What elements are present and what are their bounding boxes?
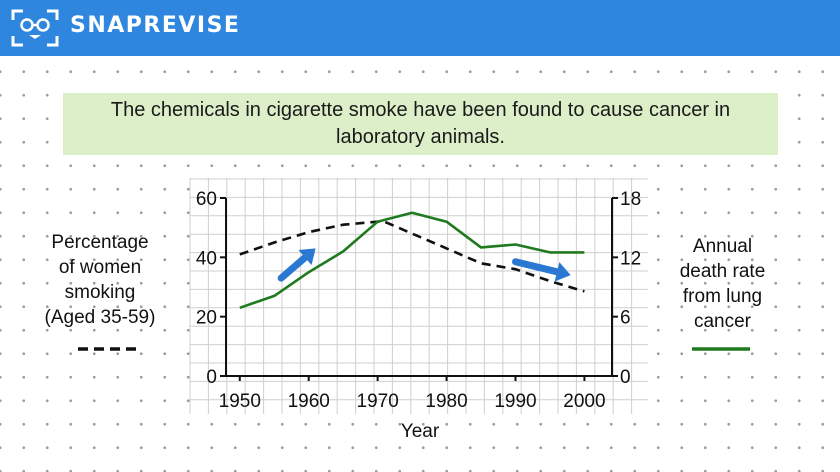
header-bar: SNAPREVISE [0, 0, 840, 56]
dashed-line-key [78, 347, 138, 351]
right-y-tick-label: 18 [620, 189, 641, 210]
x-tick-label: 2000 [563, 391, 605, 412]
brand-name[interactable]: SNAPREVISE [70, 13, 241, 38]
chart-series [239, 211, 585, 310]
trend-arrows [277, 248, 571, 282]
banner-text: The chemicals in cigarette smoke have be… [110, 99, 731, 148]
left-label-line: of women [58, 257, 142, 278]
trend-arrow-shaft [277, 254, 309, 282]
right-label-line: from lung [682, 286, 763, 307]
glasses-face-icon [11, 9, 59, 47]
women-smoking-line [239, 220, 585, 293]
lung-cancer-death-rate-line [239, 211, 585, 310]
x-tick-label: 1960 [288, 391, 330, 412]
left-y-tick-label: 60 [196, 189, 217, 210]
caption-banner: The chemicals in cigarette smoke have be… [63, 93, 778, 155]
left-label-line: Percentage [51, 232, 149, 253]
trend-arrow-head [554, 262, 571, 282]
tick-labels: 0 20 40 60 0 6 12 18 1950 1960 1970 1980 1990 2000 [196, 189, 641, 412]
right-series-label: Annual death rate from lung cancer [660, 234, 785, 334]
chart-background [190, 178, 648, 414]
right-y-tick-label: 12 [620, 248, 641, 269]
right-label-line: cancer [693, 311, 752, 332]
chart-axes [220, 197, 618, 381]
right-label-line: death rate [679, 261, 766, 282]
x-tick-label: 1990 [494, 391, 536, 412]
right-y-tick-label: 0 [620, 367, 631, 388]
trend-arrow-shaft [512, 258, 561, 276]
trend-arrow-head [298, 248, 316, 266]
left-label-line: smoking [64, 282, 136, 303]
x-tick-label: 1970 [357, 391, 399, 412]
left-y-tick-label: 40 [196, 248, 217, 269]
x-axis-label: Year [401, 421, 440, 442]
left-series-label: Percentage of women smoking (Aged 35-59) [25, 230, 175, 330]
left-label-line: (Aged 35-59) [44, 307, 156, 328]
left-y-tick-label: 0 [206, 367, 217, 388]
x-tick-label: 1950 [219, 391, 261, 412]
left-y-tick-label: 20 [196, 308, 217, 329]
solid-line-key [692, 347, 750, 351]
x-tick-label: 1980 [425, 391, 467, 412]
right-label-line: Annual [692, 236, 753, 257]
right-y-tick-label: 6 [620, 308, 631, 329]
